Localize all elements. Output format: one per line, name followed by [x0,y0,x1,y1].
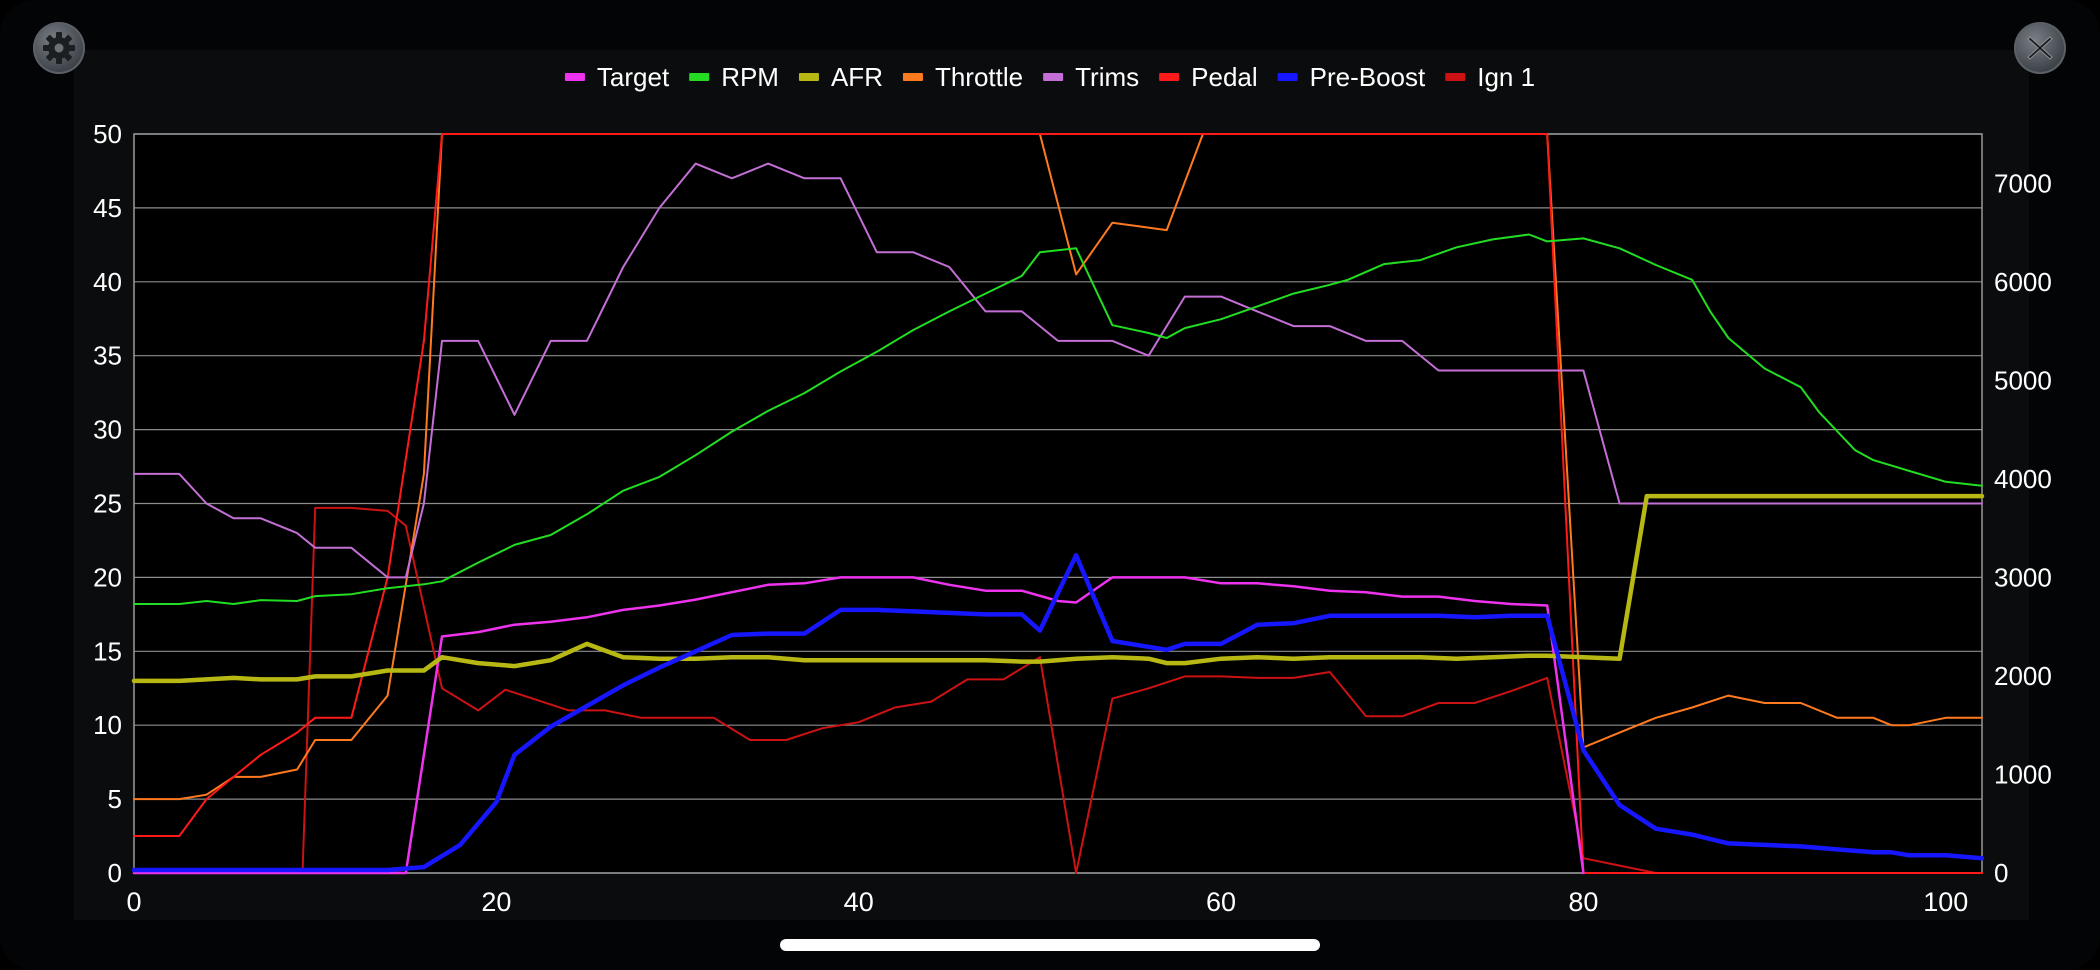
y-tick-label: 35 [93,341,122,371]
legend: Target RPM AFR Throttle Trims Pedal Pre-Boost I… [564,62,1535,92]
y2-tick-label: 1000 [1994,759,2052,789]
axes: 0510152025303540455001000200030004000500… [93,119,2052,917]
legend-swatch [1159,73,1180,81]
series-lines [131,133,1985,875]
legend-swatch [902,73,923,81]
legend-label: Ign 1 [1477,62,1535,92]
home-indicator[interactable] [780,939,1320,951]
series-line-throttle [133,133,1983,801]
series-line-afr [131,493,1985,684]
legend-swatch [1445,73,1466,81]
y2-tick-label: 6000 [1994,267,2052,297]
y2-tick-label: 4000 [1994,464,2052,494]
y2-tick-label: 2000 [1994,661,2052,691]
y-tick-label: 50 [93,119,122,149]
legend-label: Pre-Boost [1310,62,1426,92]
legend-label: Pedal [1191,62,1258,92]
y2-tick-label: 5000 [1994,365,2052,395]
y2-tick-label: 7000 [1994,168,2052,198]
legend-item-trims[interactable]: Trims [1043,62,1139,92]
settings-button[interactable] [33,22,85,74]
series-line-target [132,576,1585,875]
legend-item-target[interactable]: Target [564,62,670,92]
legend-label: Target [597,62,670,92]
series-line-pedal [133,133,1983,874]
y2-tick-label: 3000 [1994,562,2052,592]
legend-label: RPM [721,62,779,92]
legend-swatch [564,73,585,81]
series-line-rpm [133,233,1983,605]
x-tick-label: 100 [1923,887,1968,917]
legend-item-rpm[interactable]: RPM [689,62,779,92]
legend-swatch [1277,73,1298,81]
x-tick-label: 80 [1568,887,1598,917]
series-line-ign-1 [133,506,1983,874]
y-tick-label: 25 [93,489,122,519]
legend-item-ign-1[interactable]: Ign 1 [1445,62,1535,92]
y2-tick-label: 0 [1994,858,2008,888]
y-tick-label: 15 [93,636,122,666]
gear-icon [43,32,75,64]
y-tick-label: 30 [93,415,122,445]
y-tick-label: 0 [108,858,122,888]
series-line-pre-boost [131,552,1985,873]
legend-swatch [689,73,710,81]
x-tick-label: 20 [481,887,511,917]
legend-label: Trims [1075,62,1139,92]
legend-swatch [1043,73,1064,81]
close-x-icon [2027,36,2053,60]
legend-label: Throttle [935,62,1023,92]
x-tick-label: 60 [1206,887,1236,917]
x-tick-label: 0 [126,887,141,917]
y-tick-label: 20 [93,562,122,592]
y-tick-label: 5 [108,784,122,814]
legend-item-throttle[interactable]: Throttle [902,62,1023,92]
x-tick-label: 40 [844,887,874,917]
legend-item-pedal[interactable]: Pedal [1159,62,1258,92]
legend-label: AFR [831,62,883,92]
y-tick-label: 45 [93,193,122,223]
close-button[interactable] [2014,22,2066,74]
legend-item-afr[interactable]: AFR [798,62,883,92]
legend-item-pre-boost[interactable]: Pre-Boost [1277,62,1426,92]
series-line-trims [133,162,1983,579]
legend-swatch [798,73,819,81]
y-tick-label: 40 [93,267,122,297]
y-tick-label: 10 [93,710,122,740]
